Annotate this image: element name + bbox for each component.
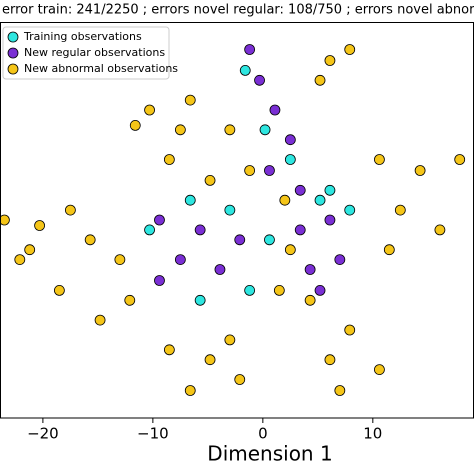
point (154, 275, 165, 286)
point (184, 194, 196, 206)
point (234, 234, 246, 246)
point (53, 284, 65, 296)
point (294, 224, 306, 236)
point (324, 354, 336, 366)
point (314, 194, 326, 206)
point (284, 154, 296, 165)
x-axis-label: Dimension 1 (207, 442, 332, 466)
point (244, 284, 256, 296)
point (114, 254, 126, 266)
point (94, 314, 106, 326)
point (144, 224, 155, 236)
point (244, 165, 256, 176)
point (334, 254, 346, 266)
point (254, 74, 265, 86)
point (374, 364, 385, 376)
point (154, 214, 165, 226)
point (0, 214, 10, 226)
legend-box (2, 26, 170, 80)
point (194, 294, 206, 306)
point (314, 284, 326, 296)
point (64, 204, 76, 216)
point (344, 44, 356, 55)
point (224, 334, 236, 346)
point (344, 324, 356, 336)
point (24, 244, 36, 256)
point (163, 154, 175, 165)
point (184, 94, 196, 106)
point (324, 55, 336, 66)
point (273, 284, 285, 296)
point (304, 264, 316, 275)
point (204, 174, 216, 186)
point (14, 254, 26, 266)
point (224, 204, 236, 216)
point (34, 220, 45, 231)
point (324, 214, 336, 226)
legend-label: New regular observations (24, 46, 165, 59)
point (204, 354, 216, 366)
x-tick-label: 10 (363, 425, 382, 443)
point (224, 124, 236, 136)
point (279, 194, 291, 206)
plot-frame (0, 22, 474, 419)
point (324, 184, 336, 196)
point (124, 294, 136, 306)
legend-marker (7, 31, 19, 43)
x-tick-label: −10 (137, 425, 169, 443)
legend-marker (7, 47, 19, 59)
point (383, 244, 395, 256)
legend-label: New abnormal observations (24, 62, 178, 75)
legend-marker (7, 63, 19, 75)
point (174, 124, 186, 136)
point (344, 204, 356, 216)
point (194, 224, 206, 236)
point (239, 65, 251, 76)
point (259, 124, 271, 136)
point (294, 184, 306, 196)
point (264, 234, 275, 246)
point (184, 385, 196, 396)
point (269, 104, 281, 116)
point (284, 134, 296, 146)
point (174, 254, 186, 266)
point (163, 344, 175, 356)
point (144, 104, 155, 116)
point (244, 44, 256, 55)
point (374, 154, 385, 165)
x-tick-label: −20 (27, 425, 59, 443)
point (264, 165, 275, 176)
point (394, 204, 406, 216)
point (214, 264, 226, 275)
point (304, 294, 316, 306)
point (284, 244, 296, 256)
points (0, 44, 466, 396)
point (334, 385, 346, 396)
point (129, 120, 141, 131)
x-tick-label: 0 (258, 425, 268, 443)
point (234, 374, 246, 385)
point (314, 74, 326, 86)
chart-title: error train: 241/2250 ; errors novel reg… (2, 3, 474, 18)
point (414, 165, 426, 176)
point (434, 224, 446, 236)
point (84, 234, 96, 246)
legend-label: Training observations (23, 30, 142, 43)
point (454, 154, 466, 165)
